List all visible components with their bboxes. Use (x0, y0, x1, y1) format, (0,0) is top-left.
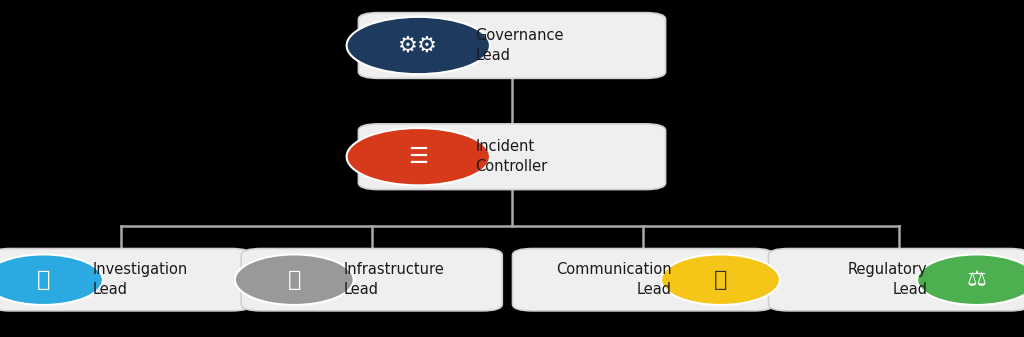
FancyBboxPatch shape (242, 249, 503, 311)
Text: ⌕: ⌕ (37, 270, 50, 290)
Ellipse shape (346, 17, 489, 74)
Text: ⎙: ⎙ (714, 270, 727, 290)
Ellipse shape (918, 254, 1024, 305)
Text: ⌸: ⌸ (288, 270, 301, 290)
FancyBboxPatch shape (0, 249, 252, 311)
Text: Regulatory
Lead: Regulatory Lead (848, 262, 928, 297)
Ellipse shape (662, 254, 780, 305)
Text: ⚙⚙: ⚙⚙ (398, 35, 438, 56)
Ellipse shape (234, 254, 353, 305)
FancyBboxPatch shape (768, 249, 1024, 311)
Text: Governance
Lead: Governance Lead (475, 28, 563, 63)
Text: Incident
Controller: Incident Controller (475, 139, 548, 174)
Text: Investigation
Lead: Investigation Lead (92, 262, 187, 297)
FancyBboxPatch shape (358, 13, 666, 79)
FancyBboxPatch shape (512, 249, 774, 311)
Text: Infrastructure
Lead: Infrastructure Lead (343, 262, 443, 297)
FancyBboxPatch shape (358, 124, 666, 189)
Ellipse shape (346, 128, 489, 185)
Text: ☰: ☰ (409, 147, 428, 167)
Text: ⚖: ⚖ (967, 270, 986, 290)
Ellipse shape (0, 254, 102, 305)
Text: Communication
Lead: Communication Lead (556, 262, 672, 297)
